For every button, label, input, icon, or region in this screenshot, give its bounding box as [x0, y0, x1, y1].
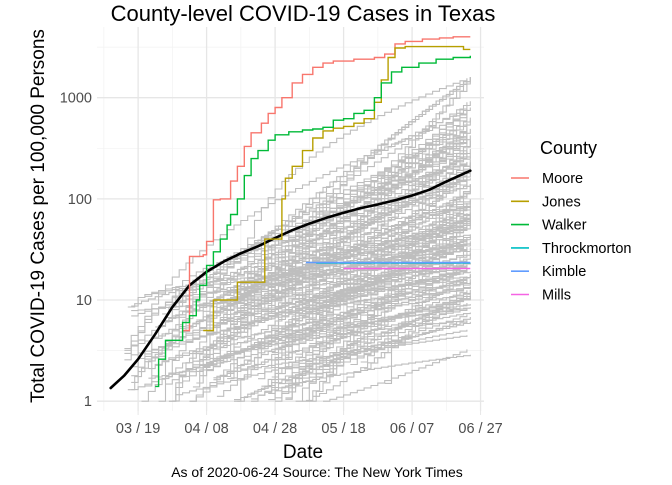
legend-item-jones: Jones — [511, 194, 581, 210]
highlighted-county-lines — [155, 36, 471, 388]
chart-title: County-level COVID-19 Cases in Texas — [111, 1, 496, 26]
series-line-walker — [155, 55, 471, 388]
y-tick-label: 10 — [76, 293, 92, 309]
background-county-line — [271, 153, 471, 354]
background-county-line — [138, 282, 468, 373]
background-county-line — [155, 293, 471, 366]
background-county-line — [285, 139, 471, 304]
background-county-line — [196, 219, 471, 384]
legend-label: Mills — [542, 288, 571, 304]
legend-label: Walker — [542, 218, 587, 234]
legend-label: Kimble — [542, 264, 586, 280]
background-county-line — [271, 282, 471, 315]
trend-line-path — [109, 169, 472, 390]
legend-item-walker: Walker — [511, 218, 587, 234]
x-tick-label: 04 / 08 — [184, 421, 228, 437]
background-county-line — [213, 269, 468, 381]
x-tick-label: 03 / 19 — [116, 421, 160, 437]
legend-title: County — [540, 138, 597, 158]
background-county-lines — [124, 77, 471, 402]
x-tick-label: 06 / 07 — [390, 421, 434, 437]
legend: County Moore Jones Walker Throckmorton Kimbl… — [511, 138, 631, 304]
x-tick-label: 06 / 27 — [458, 421, 502, 437]
background-county-line — [281, 206, 468, 331]
y-axis-title: Total COVID-19 Cases per 100,000 Persons — [28, 29, 49, 403]
x-axis-title: Date — [283, 442, 323, 463]
legend-label: Throckmorton — [542, 241, 631, 257]
x-tick-label: 04 / 28 — [253, 421, 297, 437]
legend-items: Moore Jones Walker Throckmorton Kimble Mills — [511, 171, 631, 304]
series-line-jones — [203, 45, 471, 332]
background-county-line — [227, 133, 468, 380]
background-county-line — [364, 295, 468, 370]
legend-label: Jones — [542, 194, 581, 210]
background-county-line — [244, 107, 471, 365]
background-county-line — [131, 115, 468, 377]
background-county-line — [234, 203, 468, 313]
trend-line — [109, 169, 472, 390]
background-county-line — [213, 180, 468, 329]
background-county-line — [210, 128, 471, 294]
background-county-line — [281, 126, 468, 360]
y-axis-ticks: 1 10 100 1000 — [60, 91, 92, 410]
legend-item-moore: Moore — [511, 171, 583, 187]
legend-item-mills: Mills — [511, 288, 571, 304]
background-county-line — [213, 151, 468, 368]
background-county-line — [192, 265, 468, 340]
background-county-line — [151, 122, 468, 377]
background-county-line — [237, 296, 471, 402]
background-county-line — [251, 271, 471, 367]
x-axis-ticks: 03 / 19 04 / 08 04 / 28 05 / 18 06 / 07 06 / … — [116, 411, 503, 437]
y-tick-label: 1000 — [60, 91, 92, 107]
background-county-line — [323, 349, 468, 402]
background-county-line — [275, 295, 468, 402]
background-county-line — [251, 354, 471, 402]
background-county-line — [261, 84, 468, 299]
grid — [97, 27, 484, 411]
background-county-line — [350, 329, 468, 366]
legend-item-kimble: Kimble — [511, 264, 586, 280]
background-county-line — [240, 78, 468, 298]
background-county-line — [319, 218, 471, 352]
x-tick-label: 05 / 18 — [321, 421, 365, 437]
background-county-line — [230, 286, 471, 379]
y-tick-label: 100 — [68, 192, 92, 208]
chart-caption: As of 2020-06-24 Source: The New York Ti… — [171, 464, 463, 480]
background-county-line — [264, 77, 471, 309]
y-tick-label: 1 — [84, 394, 92, 410]
legend-label: Moore — [542, 171, 583, 187]
background-county-line — [237, 190, 471, 309]
legend-item-throckmorton: Throckmorton — [511, 241, 631, 257]
